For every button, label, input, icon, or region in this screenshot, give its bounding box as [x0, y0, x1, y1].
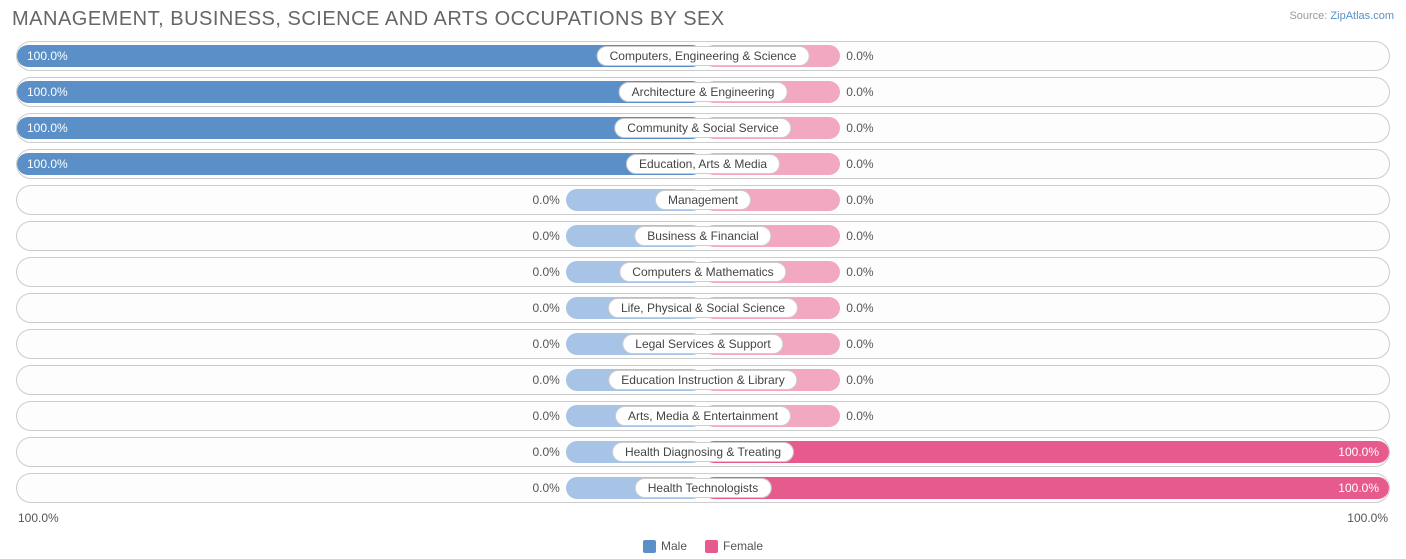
category-label: Legal Services & Support — [622, 334, 783, 354]
female-swatch-icon — [705, 540, 718, 553]
female-value-label: 0.0% — [846, 121, 873, 135]
category-label: Arts, Media & Entertainment — [615, 406, 791, 426]
female-value-label: 0.0% — [846, 337, 873, 351]
category-label: Business & Financial — [634, 226, 771, 246]
male-value-label: 0.0% — [532, 481, 559, 495]
female-value-label: 0.0% — [846, 49, 873, 63]
legend-female-label: Female — [723, 539, 763, 553]
female-value-label: 0.0% — [846, 229, 873, 243]
female-value-label: 100.0% — [1338, 445, 1379, 459]
male-value-label: 0.0% — [532, 193, 559, 207]
category-label: Computers, Engineering & Science — [597, 46, 810, 66]
bar-row: 0.0% 0.0% Legal Services & Support — [16, 329, 1390, 359]
bar-row: 0.0% 0.0% Arts, Media & Entertainment — [16, 401, 1390, 431]
female-value-label: 0.0% — [846, 409, 873, 423]
bar-row: 0.0% 0.0% Management — [16, 185, 1390, 215]
male-value-label: 0.0% — [532, 229, 559, 243]
legend-male-label: Male — [661, 539, 687, 553]
category-label: Education, Arts & Media — [626, 154, 780, 174]
axis-right-label: 100.0% — [1347, 511, 1388, 525]
male-bar — [17, 81, 703, 103]
legend-item-female: Female — [705, 539, 763, 553]
female-value-label: 0.0% — [846, 157, 873, 171]
female-value-label: 0.0% — [846, 193, 873, 207]
male-value-label: 100.0% — [27, 85, 68, 99]
male-bar — [17, 117, 703, 139]
bar-row: 0.0% 100.0% Health Technologists — [16, 473, 1390, 503]
bar-rows: 100.0% 0.0% Computers, Engineering & Scien… — [12, 41, 1394, 503]
male-value-label: 0.0% — [532, 265, 559, 279]
chart-header: MANAGEMENT, BUSINESS, SCIENCE AND ARTS O… — [12, 8, 1394, 31]
bar-row: 0.0% 0.0% Computers & Mathematics — [16, 257, 1390, 287]
chart-source: Source: ZipAtlas.com — [1289, 8, 1394, 22]
male-value-label: 0.0% — [532, 301, 559, 315]
category-label: Architecture & Engineering — [619, 82, 788, 102]
bar-row: 100.0% 0.0% Community & Social Service — [16, 113, 1390, 143]
bar-row: 0.0% 0.0% Business & Financial — [16, 221, 1390, 251]
female-value-label: 0.0% — [846, 373, 873, 387]
bar-row: 0.0% 100.0% Health Diagnosing & Treating — [16, 437, 1390, 467]
bar-row: 0.0% 0.0% Life, Physical & Social Science — [16, 293, 1390, 323]
female-bar — [703, 441, 1389, 463]
axis-left-label: 100.0% — [18, 511, 59, 525]
bar-row: 0.0% 0.0% Education Instruction & Library — [16, 365, 1390, 395]
category-label: Health Technologists — [635, 478, 772, 498]
female-value-label: 100.0% — [1338, 481, 1379, 495]
category-label: Computers & Mathematics — [619, 262, 786, 282]
legend-item-male: Male — [643, 539, 687, 553]
source-label: Source: — [1289, 10, 1327, 22]
male-swatch-icon — [643, 540, 656, 553]
bar-row: 100.0% 0.0% Computers, Engineering & Scien… — [16, 41, 1390, 71]
legend: Male Female — [643, 539, 763, 553]
male-value-label: 0.0% — [532, 445, 559, 459]
male-value-label: 0.0% — [532, 337, 559, 351]
chart-title: MANAGEMENT, BUSINESS, SCIENCE AND ARTS O… — [12, 8, 725, 31]
axis-row: 100.0% 100.0% — [12, 509, 1394, 525]
bar-row: 100.0% 0.0% Education, Arts & Media — [16, 149, 1390, 179]
female-value-label: 0.0% — [846, 265, 873, 279]
male-value-label: 0.0% — [532, 373, 559, 387]
female-value-label: 0.0% — [846, 85, 873, 99]
category-label: Management — [655, 190, 751, 210]
chart-container: MANAGEMENT, BUSINESS, SCIENCE AND ARTS O… — [0, 0, 1406, 559]
male-value-label: 100.0% — [27, 157, 68, 171]
female-bar — [703, 477, 1389, 499]
bar-row: 100.0% 0.0% Architecture & Engineering — [16, 77, 1390, 107]
male-value-label: 100.0% — [27, 49, 68, 63]
source-value: ZipAtlas.com — [1330, 10, 1394, 22]
category-label: Community & Social Service — [614, 118, 791, 138]
male-value-label: 0.0% — [532, 409, 559, 423]
category-label: Health Diagnosing & Treating — [612, 442, 794, 462]
female-value-label: 0.0% — [846, 301, 873, 315]
male-value-label: 100.0% — [27, 121, 68, 135]
male-bar — [17, 153, 703, 175]
category-label: Education Instruction & Library — [608, 370, 797, 390]
category-label: Life, Physical & Social Science — [608, 298, 798, 318]
